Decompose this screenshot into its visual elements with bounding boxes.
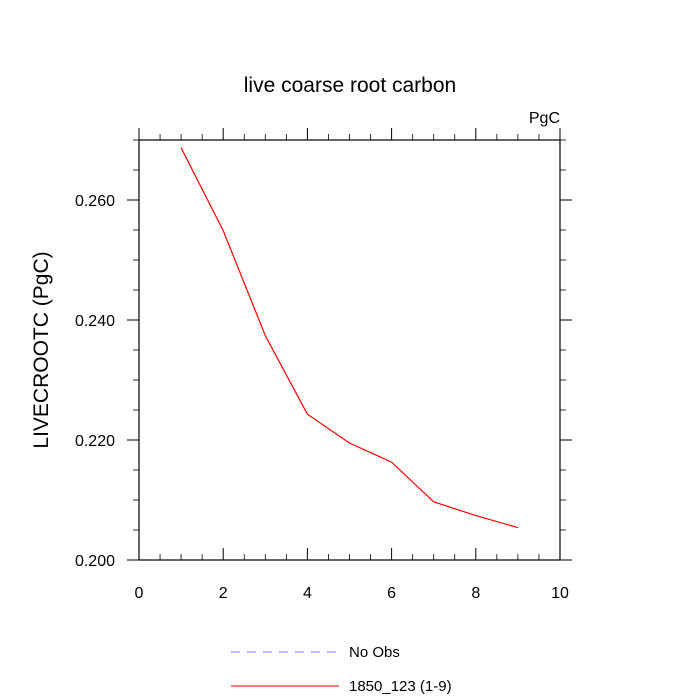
x-tick-label: 4	[303, 585, 312, 602]
plot-frame	[138, 139, 561, 561]
series-line	[180, 147, 519, 529]
x-tick-label: 8	[471, 585, 480, 602]
x-tick-label: 6	[387, 585, 396, 602]
y-tick-label: 0.220	[75, 433, 115, 450]
x-tick-label: 0	[135, 585, 144, 602]
y-axis-label: LIVECROOTC (PgC)	[30, 251, 53, 448]
y-tick-label: 0.240	[75, 313, 115, 330]
y-tick-label: 0.200	[75, 553, 115, 570]
axis-ticks: 0 2 4 6 8 10 0.200 0.220 0.240 0.260	[75, 128, 572, 602]
x-tick-label: 2	[219, 585, 228, 602]
x-tick-label: 10	[551, 585, 569, 602]
y-tick-label: 0.260	[75, 193, 115, 210]
series-layer	[180, 147, 519, 529]
units-label: PgC	[529, 110, 560, 127]
legend: No Obs 1850_123 (1-9)	[231, 644, 452, 695]
chart-title: live coarse root carbon	[244, 74, 456, 97]
legend-label: No Obs	[349, 644, 400, 661]
legend-label: 1850_123 (1-9)	[349, 678, 452, 695]
